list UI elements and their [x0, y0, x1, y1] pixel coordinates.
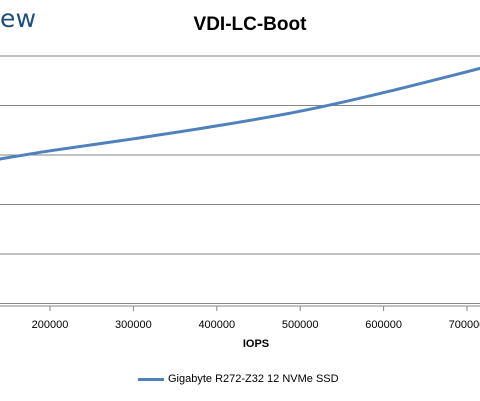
x-tick-label: 500000 [282, 319, 319, 331]
x-tick-label: 600000 [365, 319, 402, 331]
legend-swatch [138, 377, 164, 381]
series-line [0, 66, 480, 161]
x-tick-label: 700000 [449, 319, 480, 331]
logo-fragment: ew [0, 4, 37, 33]
x-ticks: 200000 300000 400000 500000 600000 700000 [32, 306, 480, 331]
chart-title: VDI-LC-Boot [193, 14, 307, 35]
legend-label: Gigabyte R272-Z32 12 NVMe SSD [168, 373, 339, 385]
gridlines [0, 55, 480, 304]
legend: Gigabyte R272-Z32 12 NVMe SSD [138, 373, 339, 385]
x-tick-label: 300000 [115, 319, 152, 331]
x-axis-title: IOPS [242, 338, 270, 350]
x-tick-label: 400000 [198, 319, 235, 331]
x-tick-label: 200000 [32, 319, 69, 331]
